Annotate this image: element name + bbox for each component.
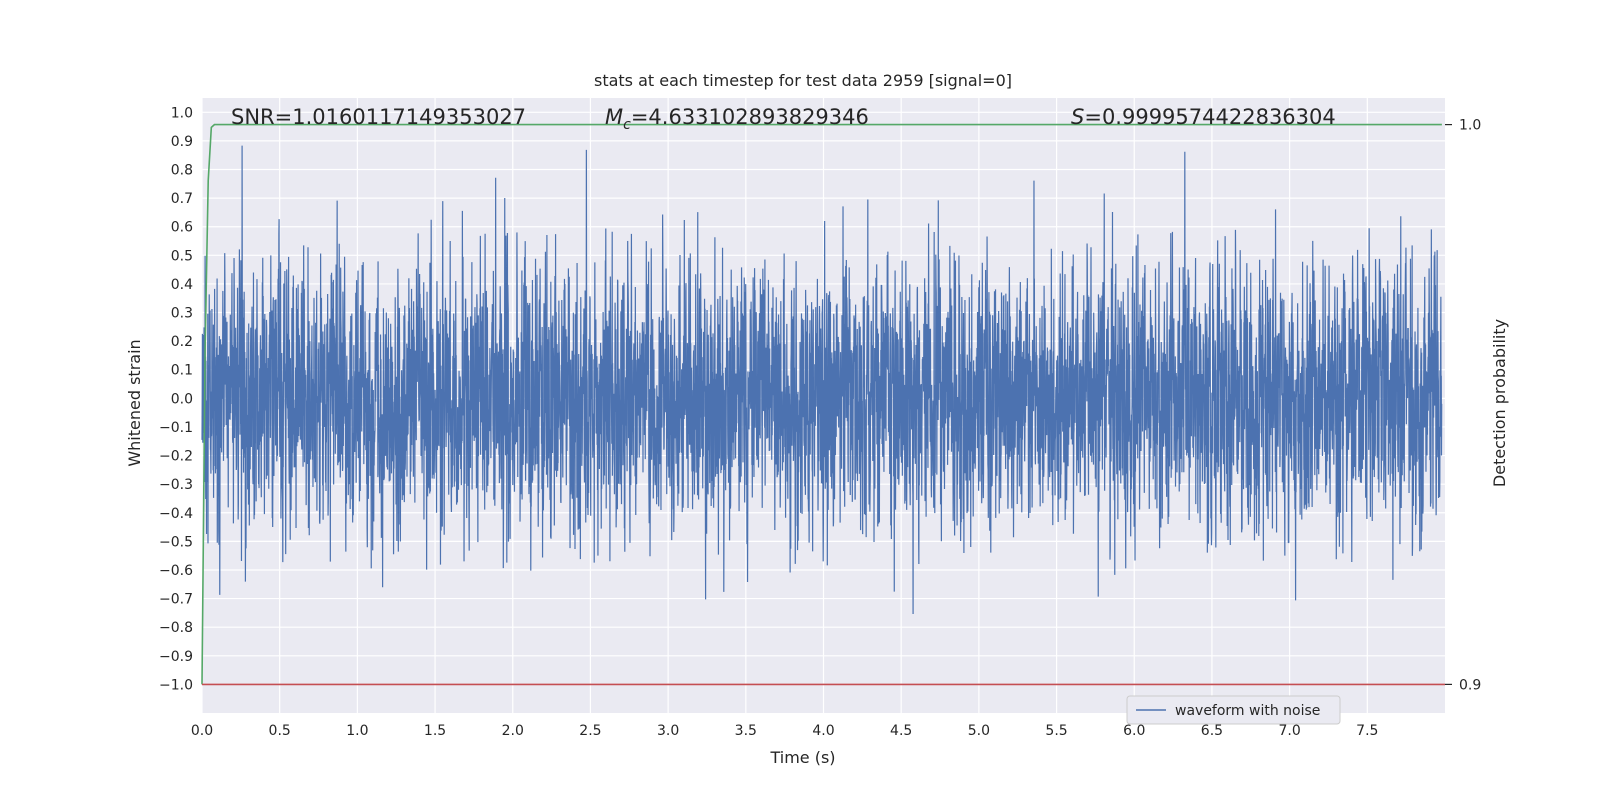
chirp-mass-subscript: c: [623, 117, 631, 133]
waveform-line: [201, 145, 1443, 615]
detection-statistic-annotation: S=0.9999574422836304: [1071, 105, 1336, 129]
detection-statistic-symbol: S: [1071, 105, 1084, 129]
legend: waveform with noise: [1126, 695, 1341, 725]
y-tick-label: 0.2: [171, 334, 193, 350]
y-tick-label: −1.0: [159, 677, 193, 693]
y-tick-label: −0.3: [159, 477, 193, 493]
x-tick-label: 4.5: [890, 723, 912, 739]
y-tick-label: −0.1: [159, 420, 193, 436]
y-tick-label: 0.8: [171, 163, 193, 179]
x-tick-label: 2.0: [502, 723, 524, 739]
y-tick-label: 0.6: [171, 220, 193, 236]
y-tick-label: −0.8: [159, 620, 193, 636]
x-tick-label: 7.0: [1278, 723, 1300, 739]
detection-statistic-value: =0.9999574422836304: [1084, 105, 1335, 129]
y-tick-label: 1.0: [171, 105, 193, 121]
legend-box: [1126, 695, 1341, 725]
detection-probability-line: [201, 123, 1442, 685]
y-tick-label: 0.5: [171, 248, 193, 264]
y-axis-ticks: 1.0 0.9 0.8 0.7 0.6 0.5 0.4 0.3 0.2 0.1 0.0 −0.1 −0.…: [159, 105, 193, 693]
y-tick-label: 0.9: [171, 134, 193, 150]
x-tick-label: 2.5: [579, 723, 601, 739]
snr-annotation: SNR=1.0160117149353027: [231, 105, 526, 129]
y-tick-label: −0.4: [159, 506, 193, 522]
waveform-series: [201, 145, 1443, 615]
y-tick-label: −0.5: [159, 534, 193, 550]
x-tick-label: 6.5: [1201, 723, 1223, 739]
y-tick-label: −0.9: [159, 649, 193, 665]
y-tick-label: −0.2: [159, 449, 193, 465]
x-tick-label: 6.0: [1123, 723, 1145, 739]
y-tick-label: 0.3: [171, 306, 193, 322]
y-tick-label: 0.1: [171, 363, 193, 379]
legend-label-waveform: waveform with noise: [1175, 703, 1320, 719]
probability-series: [201, 123, 1445, 686]
x-tick-label: 7.5: [1356, 723, 1378, 739]
chirp-mass-annotation: Mc=4.633102893829346: [605, 105, 869, 133]
y-tick-label: 0.4: [171, 277, 193, 293]
y2-axis-label: Detection probability: [1490, 319, 1509, 487]
y2-tick-label: 1.0: [1459, 118, 1481, 134]
y-tick-label: 0.0: [171, 391, 193, 407]
y-axis-label: Whitened strain: [125, 339, 144, 466]
x-tick-label: 1.5: [424, 723, 446, 739]
x-tick-label: 5.5: [1045, 723, 1067, 739]
x-tick-label: 4.0: [812, 723, 834, 739]
chart-title: stats at each timestep for test data 295…: [594, 71, 1012, 90]
x-axis-label: Time (s): [769, 748, 835, 767]
x-tick-label: 0.5: [269, 723, 291, 739]
x-tick-label: 5.0: [968, 723, 990, 739]
chirp-mass-value: =4.633102893829346: [631, 105, 869, 129]
x-axis-ticks: 0.0 0.5 1.0 1.5 2.0 2.5 3.0 3.5 4.0 4.5 5.0 5.5 6.0 6…: [191, 723, 1379, 739]
y-tick-label: −0.6: [159, 563, 193, 579]
y2-axis-ticks: 1.0 0.9: [1445, 118, 1481, 693]
chirp-mass-symbol: M: [605, 105, 623, 129]
x-tick-label: 3.0: [657, 723, 679, 739]
y-tick-label: −0.7: [159, 592, 193, 608]
y-tick-label: 0.7: [171, 191, 193, 207]
x-tick-label: 1.0: [346, 723, 368, 739]
x-tick-label: 0.0: [191, 723, 213, 739]
x-tick-label: 3.5: [735, 723, 757, 739]
y2-tick-label: 0.9: [1459, 677, 1481, 693]
